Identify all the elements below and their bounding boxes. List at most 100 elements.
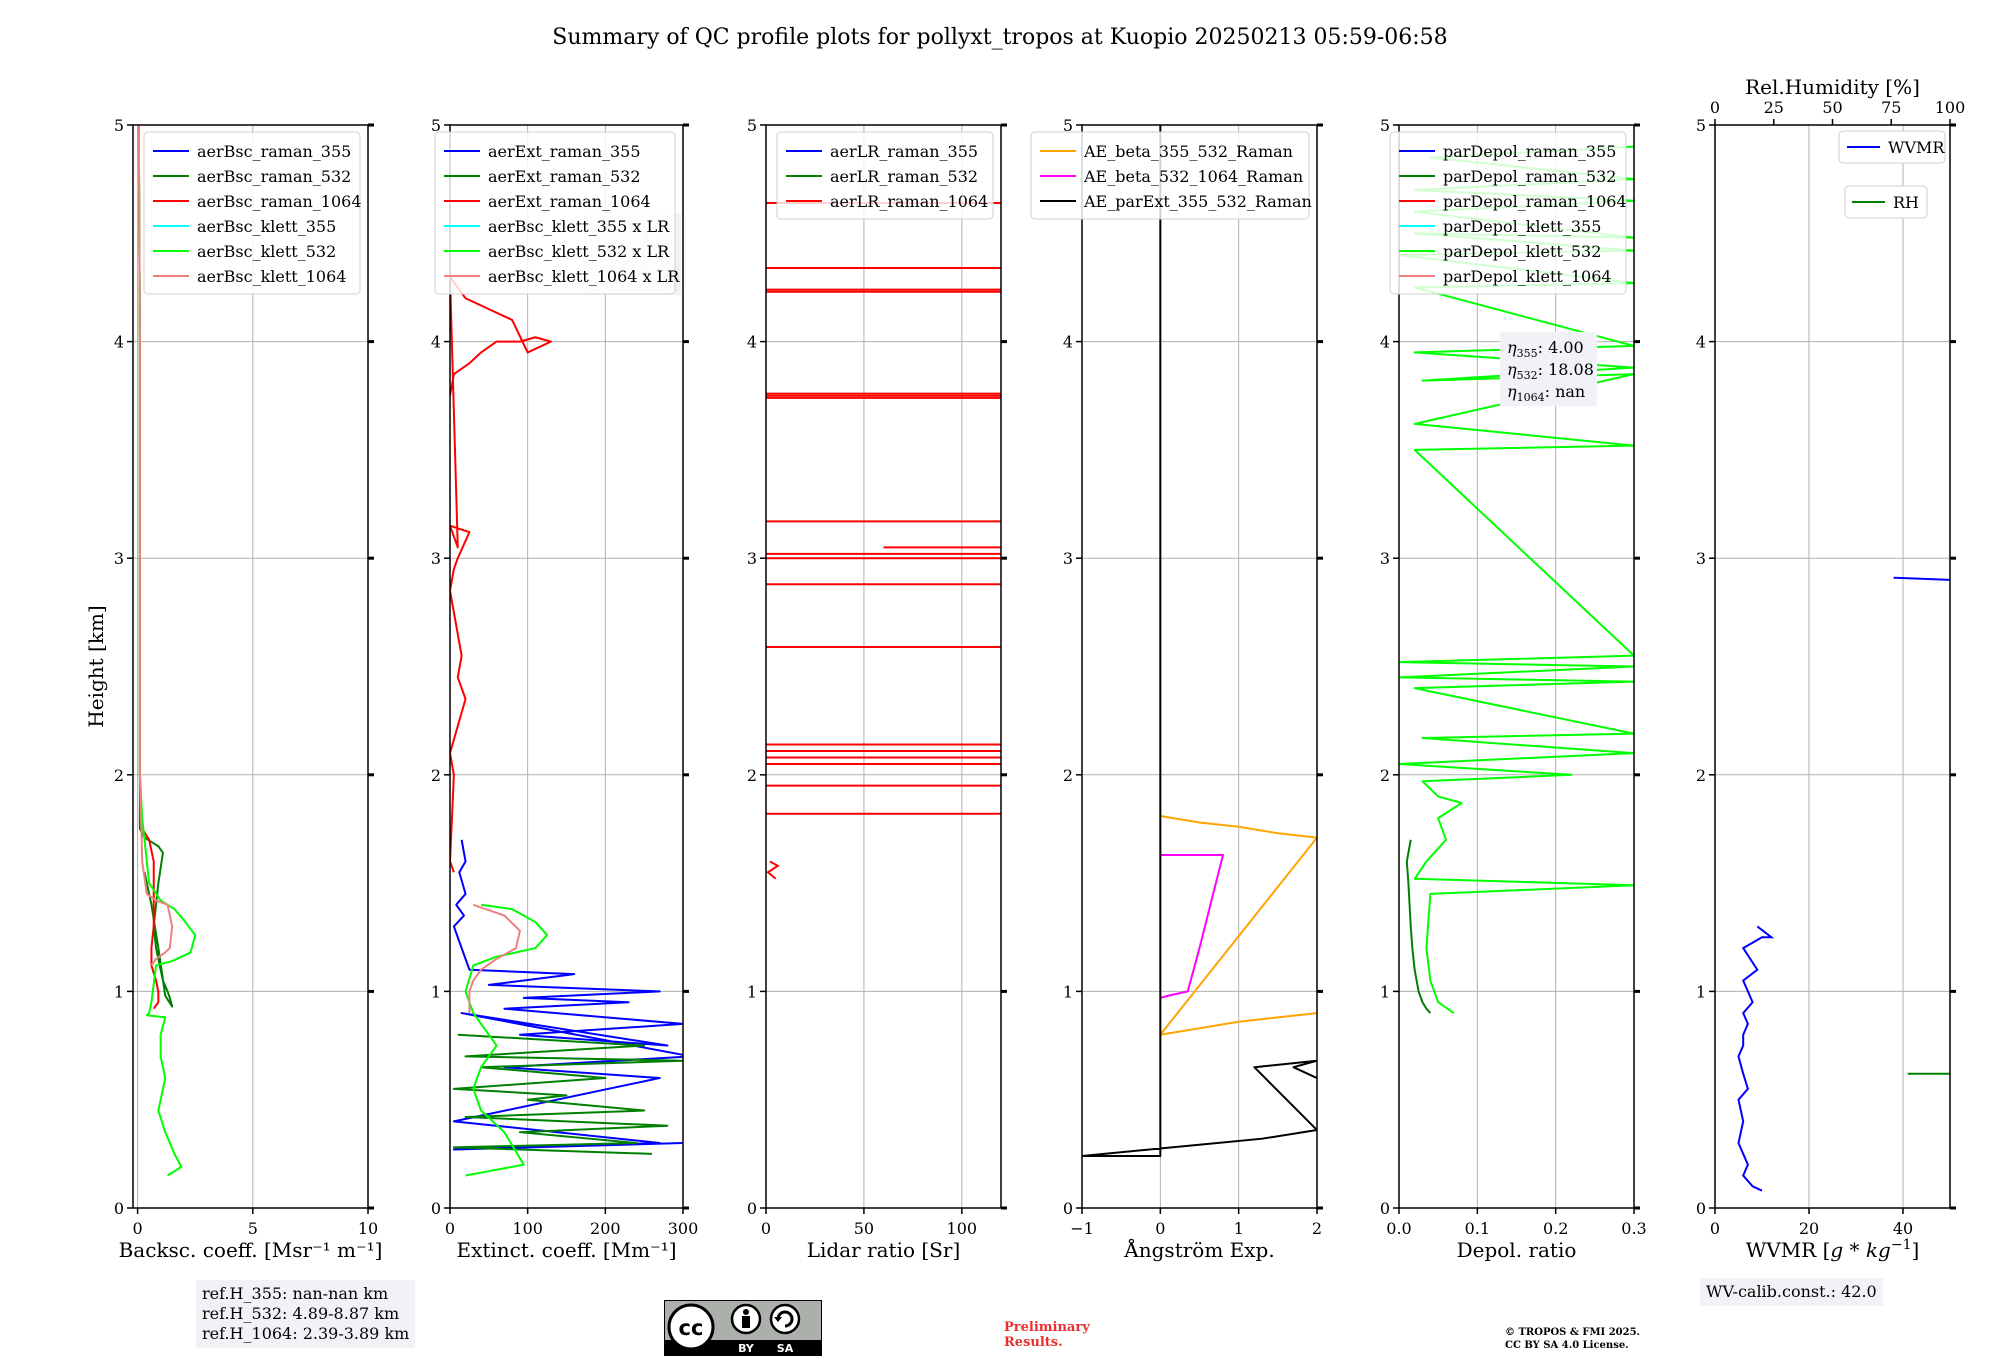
top-x-tick-label: 75 [1881, 98, 1901, 117]
y-tick-label: 1 [747, 982, 757, 1001]
x-tick-label: 100 [512, 1219, 543, 1238]
x-tick-label: 0.3 [1621, 1219, 1646, 1238]
y-tick-label: 3 [1380, 549, 1390, 568]
x-axis-label: WVMR [g * kg−1] [1746, 1237, 1920, 1262]
plot-area [450, 275, 683, 1177]
cc-icon: cc [679, 1316, 704, 1340]
y-tick-label: 4 [1063, 333, 1073, 352]
y-tick-label: 4 [1380, 333, 1390, 352]
legend-label: AE_beta_532_1064_Raman [1083, 167, 1303, 186]
cc-license-logo: cc BY SA [664, 1300, 822, 1356]
y-tick-label: 5 [747, 116, 757, 135]
preliminary-line-1: Preliminary [1004, 1320, 1090, 1335]
plot-area [1737, 576, 1950, 1192]
legend-label: aerBsc_klett_532 [197, 242, 336, 261]
eta-annotation-box [1500, 332, 1597, 406]
x-axis-label: Ångström Exp. [1123, 1237, 1274, 1262]
legend-label: aerExt_raman_1064 [488, 192, 651, 211]
y-tick-label: 2 [1063, 766, 1073, 785]
x-tick-label: 0.0 [1386, 1219, 1411, 1238]
x-tick-label: 50 [854, 1219, 874, 1238]
x-tick-label: 0.2 [1543, 1219, 1568, 1238]
wv-calib-box: WV-calib.const.: 42.0 [1700, 1278, 1883, 1306]
x-tick-label: 300 [668, 1219, 699, 1238]
series-line-WVMR [1893, 576, 1950, 581]
top-x-tick-label: 25 [1764, 98, 1784, 117]
y-tick-label: 2 [1696, 766, 1706, 785]
y-tick-label: 1 [1696, 982, 1706, 1001]
x-tick-label: 0.1 [1465, 1219, 1490, 1238]
y-tick-label: 1 [1380, 982, 1390, 1001]
legend-box [1838, 130, 1946, 164]
legend: aerExt_raman_355 aerExt_raman_532 aerExt_r… [434, 131, 680, 295]
y-tick-label: 5 [1696, 116, 1706, 135]
panel-5: 0.0 0.1 0.2 0.3 0 1 2 3 4 5 Depol. ratio η355: 4.00… [1380, 116, 1647, 1262]
x-tick-label: 0 [1710, 1219, 1720, 1238]
legend-label: aerBsc_klett_355 [197, 217, 336, 236]
preliminary-label: Preliminary Results. [1004, 1320, 1090, 1350]
preliminary-line-2: Results. [1004, 1335, 1063, 1350]
x-axis-label: Extinct. coeff. [Mm⁻¹] [456, 1238, 676, 1262]
eta-line: η1064: nan [1507, 382, 1585, 404]
legend-label: aerBsc_raman_355 [197, 142, 351, 161]
legend-label: aerLR_raman_532 [830, 167, 978, 186]
legend-label: aerBsc_klett_1064 x LR [488, 267, 680, 286]
series-line-AE_beta_532_1064_Raman [1160, 853, 1224, 999]
legend-label: aerBsc_raman_1064 [197, 192, 362, 211]
top-x-axis-label: Rel.Humidity [%] [1745, 75, 1920, 99]
series-line-aerExt_raman_532 [452, 1033, 683, 1155]
x-tick-label: 200 [590, 1219, 621, 1238]
y-tick-label: 5 [114, 116, 124, 135]
legend-label: aerExt_raman_532 [488, 167, 641, 186]
series-line-WVMR [1737, 925, 1775, 1192]
legend-box [143, 131, 361, 295]
panel-6: 0 20 40 0 1 2 3 4 5 WVMR [g * kg−1] 0 25 50 75 100 Rel.… [1696, 75, 1965, 1262]
legend-label: aerBsc_klett_1064 [197, 267, 346, 286]
legend-label: AE_parExt_355_532_Raman [1083, 192, 1312, 211]
axes-frame [132, 124, 369, 1209]
y-tick-label: 0 [1063, 1199, 1073, 1218]
ref-h-355: ref.H_355: nan-nan km [202, 1284, 389, 1303]
top-x-tick-label: 0 [1710, 98, 1720, 117]
x-tick-label: 5 [248, 1219, 258, 1238]
legend-wvmr: WVMR [1838, 130, 1946, 164]
legend-label: parDepol_klett_355 [1443, 217, 1601, 236]
x-tick-label: 100 [947, 1219, 978, 1238]
x-tick-label: 0 [761, 1219, 771, 1238]
legend-label: parDepol_raman_1064 [1443, 192, 1627, 211]
y-tick-label: 1 [114, 982, 124, 1001]
legend-rh: RH [1844, 185, 1928, 219]
axes-frame [1081, 124, 1318, 1209]
y-tick-label: 3 [747, 549, 757, 568]
x-axis-label: Lidar ratio [Sr] [807, 1238, 961, 1262]
eta-line: η355: 4.00 [1507, 338, 1584, 360]
series-line-aerExt_raman_355 [452, 839, 683, 1151]
axes-frame [449, 124, 684, 1209]
y-tick-label: 1 [1063, 982, 1073, 1001]
legend-box [776, 131, 994, 220]
legend: parDepol_raman_355 parDepol_raman_532 parD… [1389, 131, 1627, 295]
cc-sa-label: SA [777, 1342, 794, 1355]
copyright-line-1: © TROPOS & FMI 2025. [1505, 1327, 1641, 1338]
x-tick-label: 0 [133, 1219, 143, 1238]
y-tick-label: 2 [1380, 766, 1390, 785]
x-axis-label: Backsc. coeff. [Msr⁻¹ m⁻¹] [119, 1238, 383, 1262]
y-tick-label: 3 [431, 549, 441, 568]
y-tick-label: 0 [1380, 1199, 1390, 1218]
series-line-parDepol_raman_532 [1405, 839, 1432, 1014]
y-tick-label: 4 [747, 333, 757, 352]
y-tick-label: 5 [1380, 116, 1390, 135]
plot-area [137, 125, 197, 1177]
figure-title: Summary of QC profile plots for pollyxt_… [552, 25, 1447, 50]
series-line-AE_parExt_355_532_Raman [1082, 125, 1317, 1158]
top-x-tick-label: 100 [1935, 98, 1966, 117]
x-tick-label: 20 [1799, 1219, 1819, 1238]
x-tick-label: −1 [1070, 1219, 1094, 1238]
x-tick-label: 10 [358, 1219, 378, 1238]
y-tick-label: 4 [1696, 333, 1706, 352]
cc-by-label: BY [738, 1342, 755, 1355]
